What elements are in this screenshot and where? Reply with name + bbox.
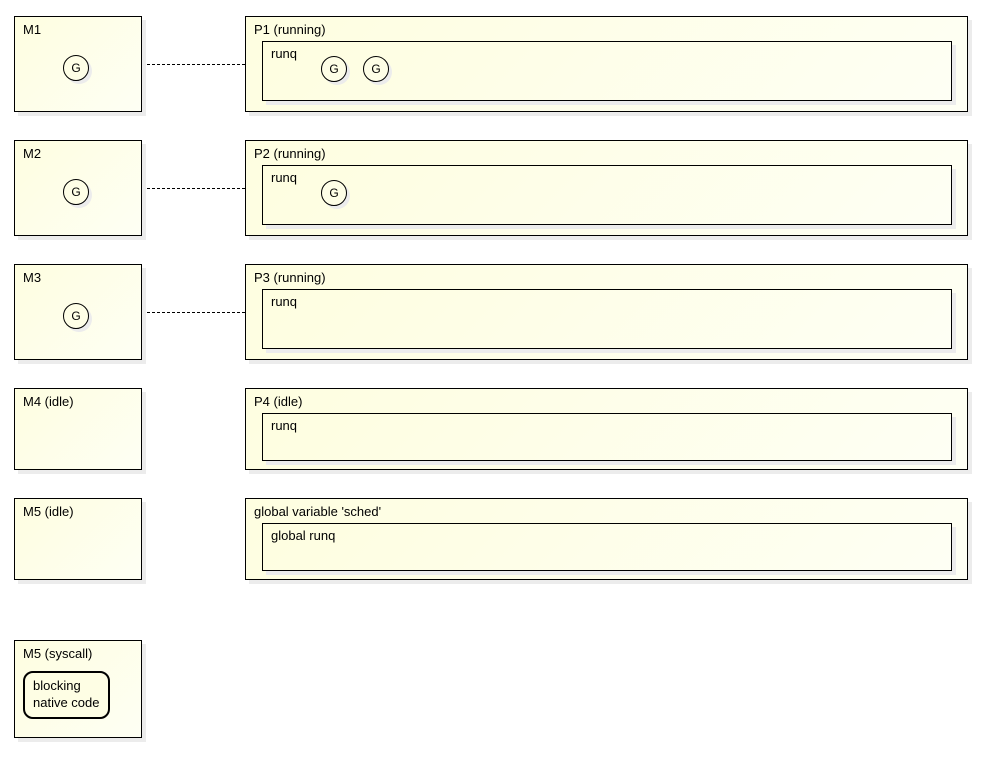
syscall-label: M5 (syscall) [23, 646, 92, 661]
p-box: P4 (idle) runq [245, 388, 968, 470]
p-label: global variable 'sched' [254, 504, 381, 519]
m-label: M1 [23, 22, 41, 37]
runq-box: runq GG [262, 41, 952, 101]
g-circle: G [63, 179, 89, 205]
p-label: P3 (running) [254, 270, 326, 285]
dashed-connector [147, 64, 245, 65]
m-box: M1 G [14, 16, 142, 112]
m-label: M3 [23, 270, 41, 285]
p-label: P1 (running) [254, 22, 326, 37]
dashed-connector [147, 188, 245, 189]
m-label: M4 (idle) [23, 394, 74, 409]
runq-label: global runq [271, 528, 335, 543]
m-label: M2 [23, 146, 41, 161]
m-box: M5 (idle) [14, 498, 142, 580]
native-code-box: blockingnative code [23, 671, 110, 719]
syscall-box: M5 (syscall) blockingnative code [14, 640, 142, 738]
runq-box: runq G [262, 165, 952, 225]
p-label: P4 (idle) [254, 394, 302, 409]
runq-label: runq [271, 294, 297, 309]
m-label: M5 (idle) [23, 504, 74, 519]
p-box: global variable 'sched' global runq [245, 498, 968, 580]
g-circle: G [63, 55, 89, 81]
p-box: P1 (running) runq GG [245, 16, 968, 112]
m-box: M3 G [14, 264, 142, 360]
runq-label: runq [271, 170, 297, 185]
g-circle: G [321, 180, 347, 206]
dashed-connector [147, 312, 245, 313]
runq-box: runq [262, 289, 952, 349]
p-label: P2 (running) [254, 146, 326, 161]
p-box: P3 (running) runq [245, 264, 968, 360]
runq-label: runq [271, 418, 297, 433]
g-circle: G [363, 56, 389, 82]
m-box: M2 G [14, 140, 142, 236]
g-circle: G [321, 56, 347, 82]
runq-label: runq [271, 46, 297, 61]
runq-box: runq [262, 413, 952, 461]
m-box: M4 (idle) [14, 388, 142, 470]
p-box: P2 (running) runq G [245, 140, 968, 236]
runq-box: global runq [262, 523, 952, 571]
g-circle: G [63, 303, 89, 329]
